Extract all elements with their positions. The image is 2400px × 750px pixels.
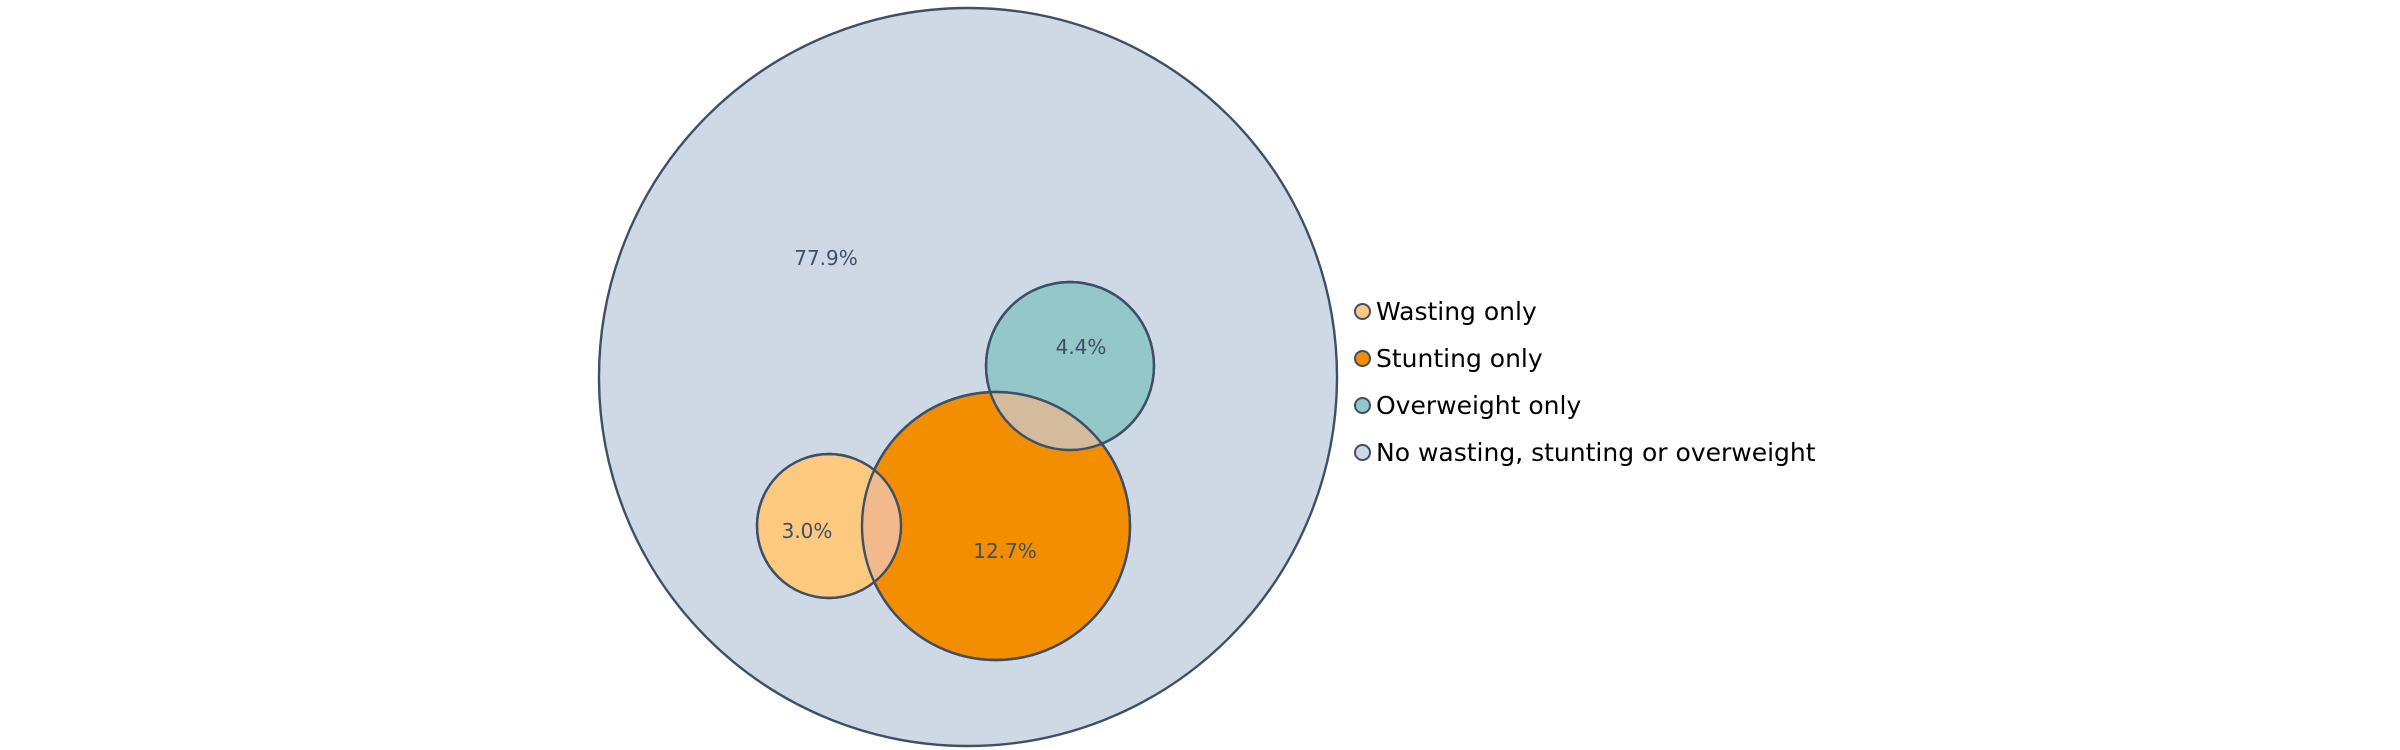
overweight-outline [984,280,1156,452]
legend-item-no-condition: No wasting, stunting or overweight [1354,429,1816,476]
legend-swatch-wasting [1354,303,1371,320]
wasting-outline [755,452,903,600]
legend-swatch-overweight [1354,397,1371,414]
legend-label-wasting: Wasting only [1376,297,1537,326]
legend-label-no-condition: No wasting, stunting or overweight [1376,438,1816,467]
legend-label-overweight: Overweight only [1376,391,1582,420]
wasting-percent-label: 3.0% [782,519,833,543]
legend-swatch-stunting [1354,350,1371,367]
legend-label-stunting: Stunting only [1376,344,1543,373]
legend-item-overweight: Overweight only [1354,382,1816,429]
legend: Wasting only Stunting only Overweight on… [1354,288,1816,476]
stunting-outline [860,390,1132,662]
legend-item-wasting: Wasting only [1354,288,1816,335]
overweight-percent-label: 4.4% [1056,335,1107,359]
legend-swatch-no-condition [1354,444,1371,461]
no-condition-percent-label: 77.9% [794,246,858,270]
stunting-percent-label: 12.7% [973,539,1037,563]
legend-item-stunting: Stunting only [1354,335,1816,382]
